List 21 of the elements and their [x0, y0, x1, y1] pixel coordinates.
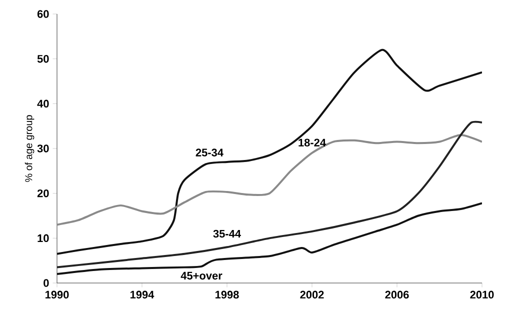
- series-label: 35-44: [213, 230, 241, 238]
- y-tick-label: 60: [37, 10, 49, 18]
- line-series: [57, 120, 482, 268]
- line-series: [57, 134, 482, 226]
- y-tick-label: 50: [37, 54, 49, 63]
- y-tick-label: 40: [37, 100, 49, 108]
- y-tick-label: 10: [38, 234, 49, 242]
- x-tick-label: 2006: [385, 290, 409, 299]
- x-tick-label: 1998: [216, 290, 239, 299]
- x-tick-label: 2010: [470, 290, 494, 299]
- y-tick-label: 0: [44, 279, 49, 287]
- x-tick-label: 1994: [130, 290, 154, 299]
- x-tick-label: 1990: [46, 290, 69, 299]
- y-tick-label: 20: [37, 189, 49, 198]
- line-series: [57, 48, 482, 255]
- x-tick-label: 2002: [300, 290, 324, 299]
- y-axis-title: % of age group: [24, 115, 34, 182]
- series-label: 45+over: [180, 272, 222, 280]
- series-label: 25-34: [196, 148, 224, 156]
- series-label: 18-24: [298, 138, 326, 146]
- y-tick-label: 30: [37, 144, 49, 152]
